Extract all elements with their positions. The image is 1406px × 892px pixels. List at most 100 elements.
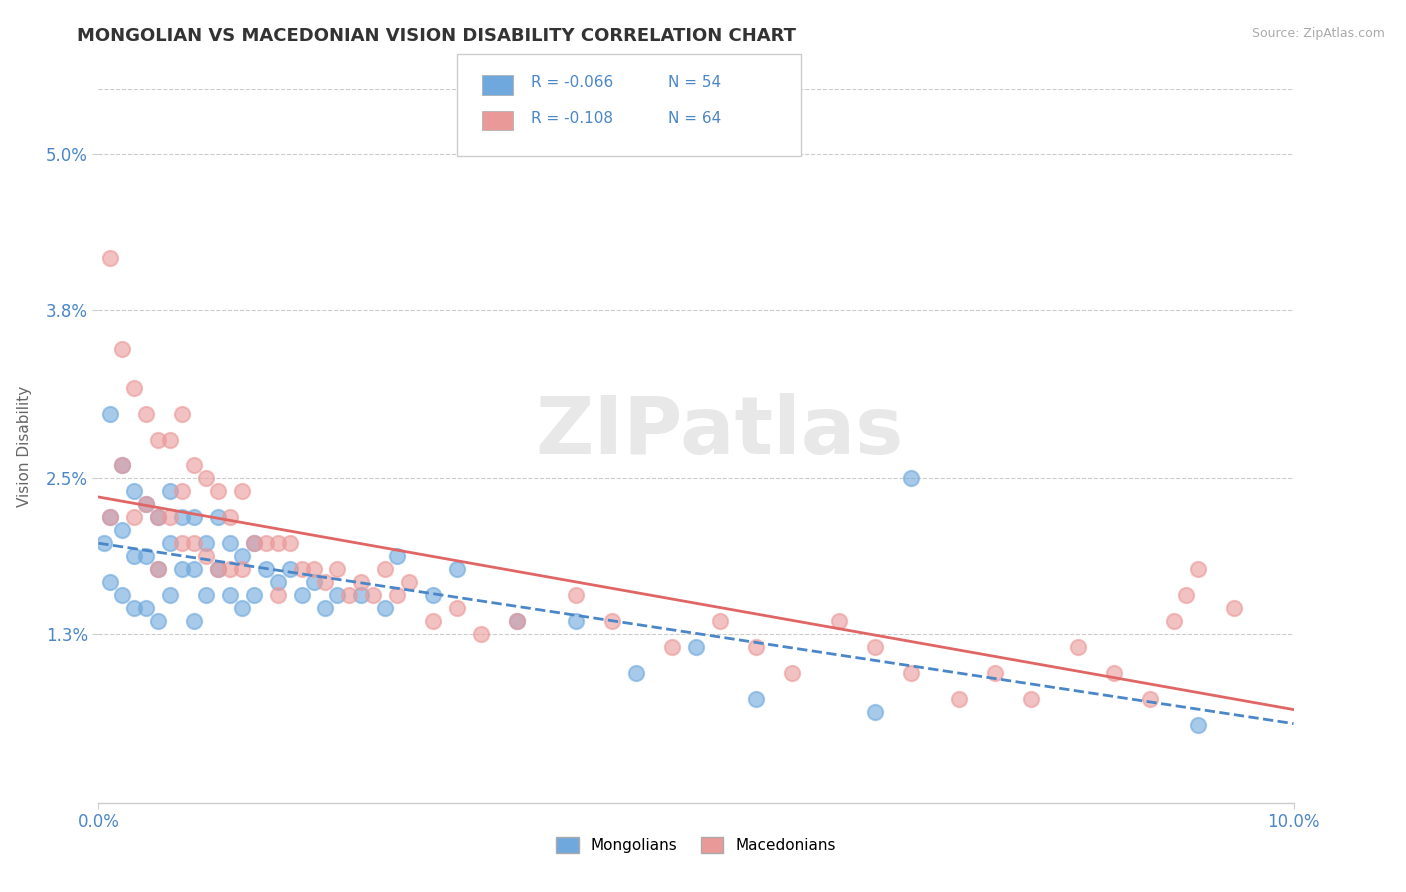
Point (506, 614, 529, 628)
Point (302, 562, 325, 576)
Point (326, 562, 349, 576)
Point (219, 510, 242, 524)
Point (111, 342, 134, 356)
Point (231, 549, 253, 564)
Point (422, 614, 444, 628)
Point (148, 562, 170, 576)
Point (291, 588, 314, 602)
Point (159, 484, 181, 499)
Point (207, 510, 229, 524)
Text: ZIPatlas: ZIPatlas (536, 392, 904, 471)
Point (195, 536, 218, 550)
Point (159, 433, 181, 447)
Point (172, 536, 194, 550)
Point (398, 575, 420, 590)
Point (195, 588, 218, 602)
Point (207, 562, 229, 576)
Point (172, 407, 194, 421)
Point (470, 627, 492, 641)
Point (243, 588, 266, 602)
Point (219, 588, 242, 602)
Point (984, 666, 1007, 681)
Text: N = 54: N = 54 (668, 76, 721, 90)
Point (219, 536, 242, 550)
Point (98, 251, 122, 265)
Point (661, 640, 683, 654)
Point (111, 524, 134, 538)
Point (745, 640, 768, 654)
Text: MONGOLIAN VS MACEDONIAN VISION DISABILITY CORRELATION CHART: MONGOLIAN VS MACEDONIAN VISION DISABILIT… (77, 27, 796, 45)
Point (124, 381, 146, 395)
Point (446, 562, 468, 576)
Point (172, 562, 194, 576)
Point (828, 614, 851, 628)
Point (709, 614, 731, 628)
Point (302, 575, 325, 590)
Point (254, 562, 277, 576)
Point (865, 640, 887, 654)
Point (135, 497, 157, 511)
Point (900, 666, 922, 681)
Point (231, 562, 253, 576)
Point (207, 484, 229, 499)
Point (865, 705, 887, 719)
Point (124, 601, 146, 615)
Point (111, 588, 134, 602)
Point (159, 536, 181, 550)
Point (231, 484, 253, 499)
Point (124, 549, 146, 564)
Point (339, 588, 361, 602)
Point (124, 510, 146, 524)
Point (350, 575, 373, 590)
Point (183, 614, 205, 628)
Point (135, 549, 157, 564)
Point (219, 562, 242, 576)
Point (374, 562, 396, 576)
Point (1187, 562, 1209, 576)
Point (98, 510, 122, 524)
Text: Source: ZipAtlas.com: Source: ZipAtlas.com (1251, 27, 1385, 40)
Point (148, 510, 170, 524)
Point (98, 510, 122, 524)
Point (278, 562, 301, 576)
Point (565, 614, 588, 628)
Point (148, 614, 170, 628)
Point (124, 484, 146, 499)
Point (1175, 588, 1198, 602)
Point (243, 536, 266, 550)
Point (1104, 666, 1126, 681)
Point (278, 536, 301, 550)
Point (135, 407, 157, 421)
Point (159, 510, 181, 524)
Point (98, 575, 122, 590)
Point (183, 458, 205, 473)
Point (183, 510, 205, 524)
Point (1067, 640, 1090, 654)
Point (195, 471, 218, 485)
Point (1187, 718, 1209, 732)
Point (780, 666, 803, 681)
Point (1163, 614, 1185, 628)
Point (195, 549, 218, 564)
Point (135, 601, 157, 615)
Point (172, 484, 194, 499)
Point (626, 666, 648, 681)
Point (1223, 601, 1246, 615)
Point (231, 601, 253, 615)
Point (385, 549, 409, 564)
Point (363, 588, 385, 602)
Point (183, 562, 205, 576)
Point (159, 588, 181, 602)
Legend: Mongolians, Macedonians: Mongolians, Macedonians (550, 831, 842, 859)
Point (267, 536, 290, 550)
Point (745, 692, 768, 706)
Point (111, 458, 134, 473)
Point (267, 588, 290, 602)
Point (207, 562, 229, 576)
Point (602, 614, 624, 628)
Point (685, 640, 707, 654)
Point (315, 601, 337, 615)
Point (315, 575, 337, 590)
Point (243, 536, 266, 550)
Point (326, 588, 349, 602)
